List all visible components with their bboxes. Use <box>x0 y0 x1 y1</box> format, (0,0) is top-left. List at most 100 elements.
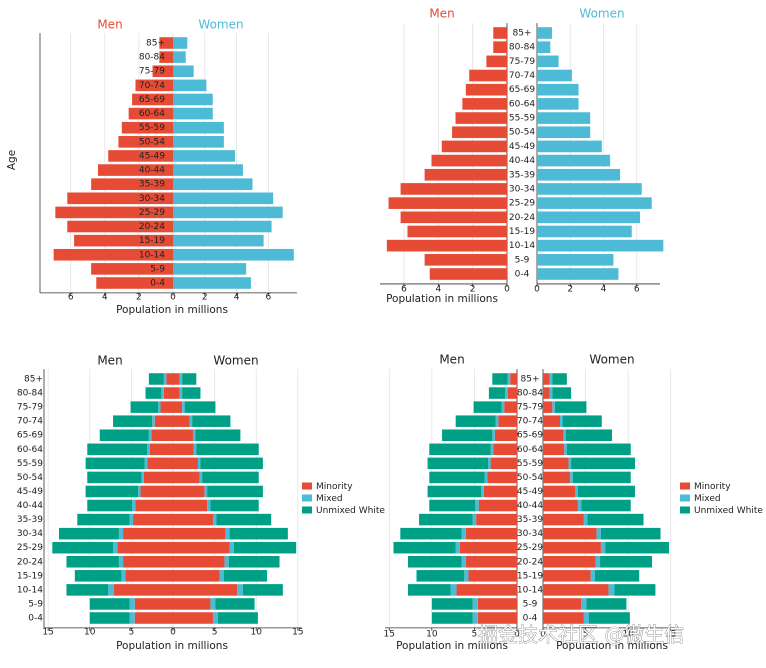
y-tick-label: 80-84 <box>139 53 165 63</box>
bar <box>493 41 507 53</box>
y-tick-label: 0-4 <box>150 279 165 289</box>
bar <box>173 234 264 247</box>
bar <box>575 485 578 498</box>
bar <box>563 429 566 441</box>
bar <box>472 612 478 624</box>
bar <box>210 598 216 610</box>
bar <box>195 429 241 441</box>
bar <box>600 556 653 568</box>
x-tick-label: 2 <box>470 285 476 295</box>
x-tick-label: 15 <box>42 628 53 638</box>
bar <box>125 570 173 582</box>
bar <box>173 107 213 120</box>
bar <box>224 556 229 568</box>
bar <box>465 83 507 96</box>
bar <box>74 234 173 247</box>
bar <box>388 197 507 209</box>
bar <box>173 37 188 49</box>
x-axis-label: Population in millions <box>386 293 498 305</box>
bar <box>487 471 517 484</box>
bar <box>173 79 207 92</box>
bar <box>472 513 477 526</box>
bar <box>160 401 173 413</box>
bar <box>193 443 197 456</box>
legend-label: Minority <box>694 482 731 492</box>
bar <box>132 499 136 512</box>
x-axis-label: Population in millions <box>116 304 228 316</box>
bar <box>427 457 489 470</box>
bar <box>537 41 551 53</box>
y-tick-label: 10-14 <box>509 241 535 251</box>
bar <box>427 485 482 498</box>
panel-title: Women <box>589 353 634 367</box>
legend-label: Minority <box>316 482 353 492</box>
y-tick-label: 85+ <box>24 375 43 385</box>
bar <box>595 556 601 568</box>
y-tick-label: 55-59 <box>139 123 165 133</box>
bar <box>129 598 135 610</box>
panel-title: Men <box>429 7 454 21</box>
bar <box>543 429 564 441</box>
bar <box>108 584 114 596</box>
bar <box>233 541 297 554</box>
bar <box>184 401 216 413</box>
x-tick-label: 4 <box>601 285 607 295</box>
bar <box>450 584 457 596</box>
y-tick-label: 0-4 <box>515 270 530 280</box>
y-tick-label: 75-79 <box>139 67 165 77</box>
bar <box>173 373 180 385</box>
x-tick-label: 0 <box>540 630 546 640</box>
y-tick-label: 20-24 <box>139 222 165 232</box>
bar <box>130 401 159 413</box>
legend-label: Mixed <box>694 494 721 504</box>
bar <box>590 570 595 582</box>
x-tick-label: 4 <box>102 293 108 303</box>
bar <box>58 527 119 540</box>
legend-swatch <box>302 506 312 514</box>
bar <box>129 513 134 526</box>
bar <box>510 373 517 385</box>
y-tick-label: 45-49 <box>509 142 535 152</box>
bar <box>173 178 253 190</box>
x-tick-label: 0 <box>170 293 176 303</box>
bar <box>492 373 508 385</box>
bar <box>477 598 517 610</box>
y-tick-label: 65-69 <box>17 431 43 441</box>
bar <box>173 513 213 526</box>
bar <box>459 541 517 554</box>
y-tick-label: 70-74 <box>139 81 165 91</box>
bar <box>225 527 230 540</box>
bar <box>173 415 190 427</box>
bar <box>577 485 635 498</box>
bar <box>89 612 130 624</box>
bar <box>173 598 211 610</box>
y-tick-label: 55-59 <box>17 459 43 469</box>
bar <box>600 541 606 554</box>
bar <box>498 415 517 427</box>
x-tick-label: 2 <box>567 285 573 295</box>
bar <box>562 415 602 427</box>
bar <box>505 387 508 399</box>
bar <box>132 93 173 106</box>
x-tick-label: 6 <box>634 285 640 295</box>
bar <box>99 429 149 441</box>
bar <box>53 248 174 261</box>
bar <box>455 112 507 124</box>
bar <box>483 485 517 498</box>
y-tick-label: 50-54 <box>509 128 535 138</box>
bar <box>159 37 173 49</box>
x-tick-label: 10 <box>84 628 96 638</box>
bar <box>537 183 642 195</box>
bar <box>568 457 572 470</box>
y-tick-label: 75-79 <box>17 403 43 413</box>
y-tick-label: 30-34 <box>517 529 543 539</box>
bar <box>135 499 173 512</box>
bar <box>118 136 173 148</box>
y-tick-label: 35-39 <box>139 180 165 190</box>
bar <box>215 598 255 610</box>
bar <box>431 598 473 610</box>
x-tick-label: 10 <box>250 628 262 638</box>
y-tick-label: 5-9 <box>28 599 43 609</box>
bar <box>173 570 220 582</box>
bar <box>55 206 173 219</box>
